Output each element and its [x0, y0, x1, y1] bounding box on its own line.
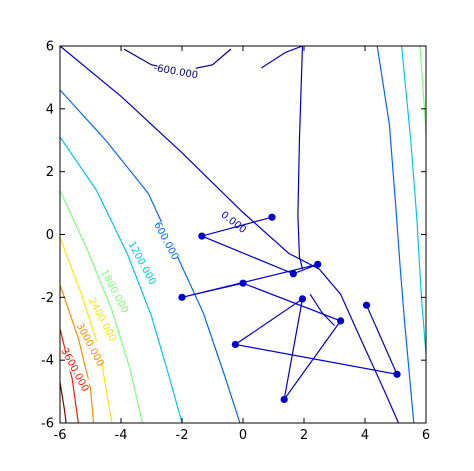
path-line [181, 216, 399, 400]
x-tick-label: 2 [300, 428, 308, 443]
contour-label-background [77, 324, 106, 364]
path-point [239, 279, 247, 287]
contour-line [376, 45, 415, 424]
contour-label: -600.000 [153, 63, 199, 82]
y-tick-label: 0 [46, 228, 54, 243]
x-tick-label: 6 [422, 428, 430, 443]
y-tick-label: -6 [41, 417, 54, 432]
contour-label-background [156, 60, 196, 80]
path-point [198, 232, 206, 240]
path-point [178, 293, 186, 301]
contour-label-background [101, 270, 131, 311]
path-point [393, 370, 401, 378]
path-point [362, 301, 371, 309]
contour-line [260, 45, 303, 69]
x-tick-label: -2 [176, 428, 189, 443]
path-point [289, 270, 297, 278]
path-point [314, 260, 322, 268]
optimization-path [178, 213, 401, 404]
path-point [280, 395, 288, 404]
y-tick-label: -4 [41, 354, 54, 369]
path-point [231, 340, 239, 349]
path-point [337, 317, 345, 325]
contour-line [59, 284, 95, 424]
contour-label-background [61, 349, 91, 389]
x-tick-label: -4 [115, 428, 128, 443]
y-tick-label: 4 [46, 102, 54, 117]
path-point [268, 213, 276, 221]
contour-label-background [215, 204, 254, 238]
contour-line [59, 328, 79, 424]
contour-lines: -600.0000.000600.0001200.0001800.0002400… [58, 45, 427, 424]
contour-line [59, 237, 113, 424]
axes: -6 -4 -2 0 2 4 6 -6 -4 -2 0 2 4 6 [41, 40, 430, 444]
contour-label-background [89, 299, 118, 339]
x-tick-label: 4 [361, 428, 369, 443]
contour-label-background [129, 242, 158, 282]
y-tick-label: -2 [41, 291, 54, 306]
contour-line [59, 382, 67, 424]
x-tick-label: 0 [239, 428, 247, 443]
y-tick-label: 6 [46, 40, 54, 55]
contour-line [59, 136, 183, 424]
contour-line [401, 45, 427, 354]
contour-line [59, 45, 400, 424]
contour-line [309, 293, 335, 327]
contour-line [297, 45, 304, 270]
contour-line [59, 190, 143, 424]
contour-line [419, 45, 427, 135]
x-tick-label: -6 [54, 428, 67, 443]
path-point [298, 295, 307, 303]
y-tick-label: 2 [46, 165, 54, 180]
contour-label-background [153, 220, 182, 260]
